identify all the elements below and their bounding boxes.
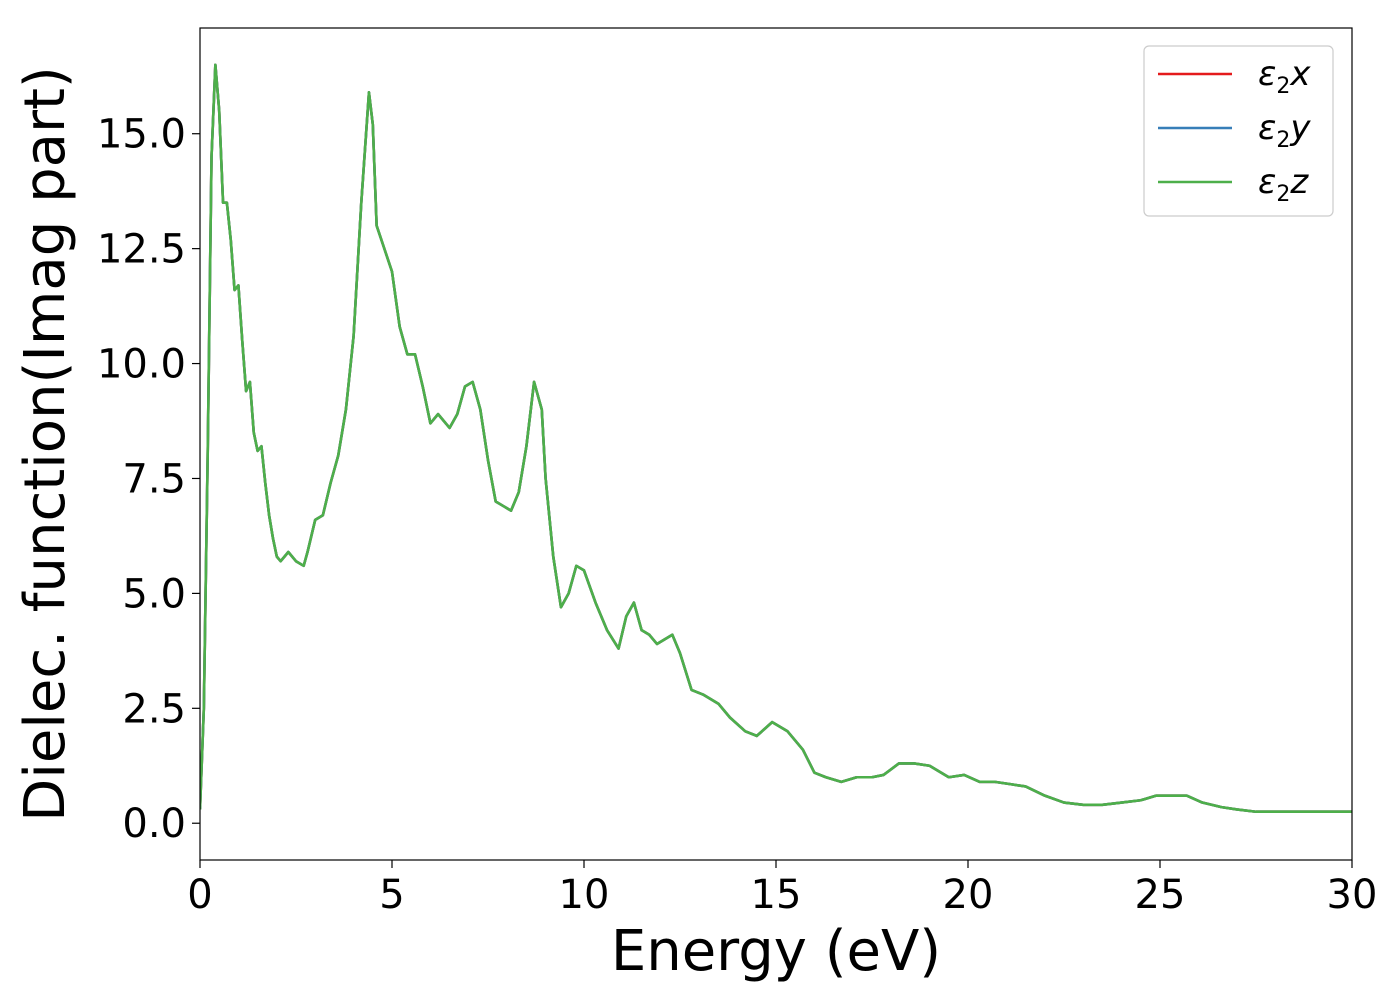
y-tick-label: 0.0: [122, 801, 186, 847]
x-tick-label: 30: [1327, 872, 1378, 918]
x-tick-label: 25: [1135, 872, 1186, 918]
x-tick-label: 0: [187, 872, 212, 918]
y-tick-label: 7.5: [122, 456, 186, 502]
y-tick-label: 5.0: [122, 571, 186, 617]
legend-label-z: ε2z: [1258, 162, 1309, 207]
x-tick-label: 5: [379, 872, 404, 918]
x-axis: 0 5 10 15 20 25 30: [187, 860, 1377, 918]
y-tick-label: 15.0: [97, 112, 186, 158]
y-tick-label: 10.0: [97, 342, 186, 388]
x-axis-title: Energy (eV): [611, 919, 941, 984]
series-line-z: [200, 63, 1352, 814]
y-axis-title: Dielec. function(Imag part): [13, 66, 78, 822]
x-tick-label: 20: [943, 872, 994, 918]
legend-label-x: ε2x: [1258, 54, 1311, 99]
x-tick-label: 10: [559, 872, 610, 918]
y-tick-label: 2.5: [122, 686, 186, 732]
series-layer: [200, 63, 1352, 814]
legend: ε2x ε2y ε2z: [1143, 45, 1334, 217]
legend-label-y: ε2y: [1258, 108, 1311, 153]
legend-box: [1143, 45, 1334, 217]
y-axis: 0.0 2.5 5.0 7.5 10.0 12.5 15.0: [97, 112, 200, 847]
y-tick-label: 12.5: [97, 227, 186, 273]
x-tick-label: 15: [751, 872, 802, 918]
